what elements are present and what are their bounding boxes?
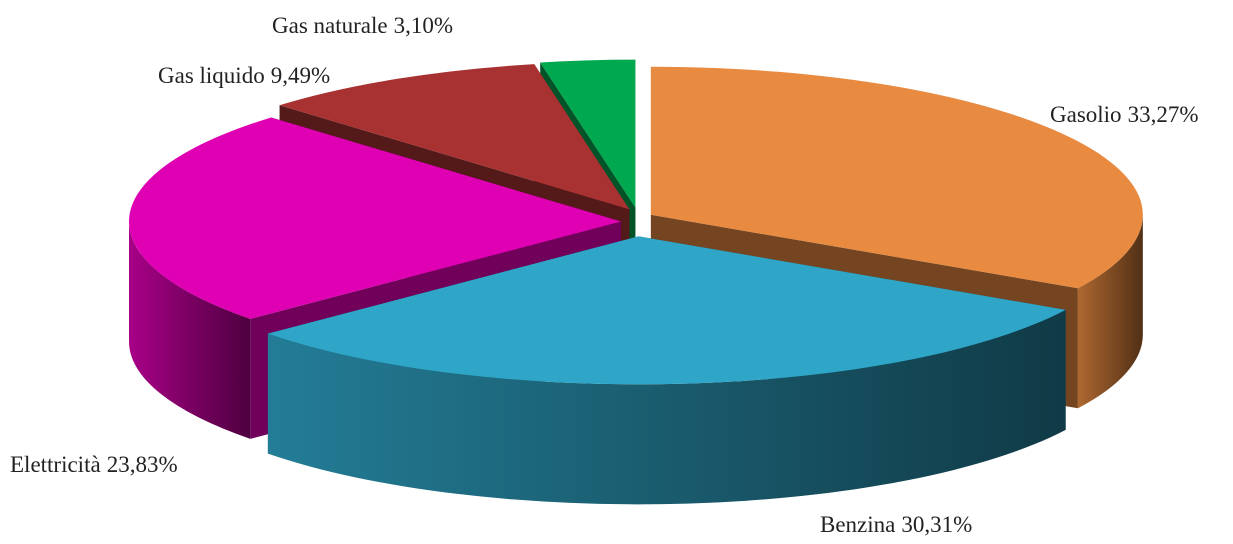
slice-side [1077, 214, 1143, 409]
pie-slice [267, 236, 1066, 505]
slice-top [129, 117, 622, 319]
label-category: Gas liquido [158, 63, 265, 88]
slice-top [650, 66, 1143, 289]
label-category: Benzina [820, 512, 895, 537]
label-value: 30,31% [901, 512, 972, 537]
label-value: 23,83% [107, 452, 178, 477]
label-category: Gas naturale [272, 13, 388, 38]
data-label: Elettricità 23,83% [10, 452, 178, 477]
data-label: Gas naturale 3,10% [272, 13, 453, 38]
slice-side [129, 221, 251, 439]
slice-side [267, 309, 1066, 505]
label-category: Gasolio [1050, 102, 1122, 127]
label-category: Elettricità [10, 452, 101, 477]
label-value: 9,49% [271, 63, 330, 88]
slice-top [267, 236, 1066, 385]
data-label: Benzina 30,31% [820, 512, 972, 537]
slice-top [540, 59, 636, 208]
label-value: 3,10% [394, 13, 453, 38]
data-label: Gas liquido 9,49% [158, 63, 330, 88]
slice-top [279, 64, 630, 210]
label-value: 33,27% [1128, 102, 1199, 127]
data-label: Gasolio 33,27% [1050, 102, 1198, 127]
